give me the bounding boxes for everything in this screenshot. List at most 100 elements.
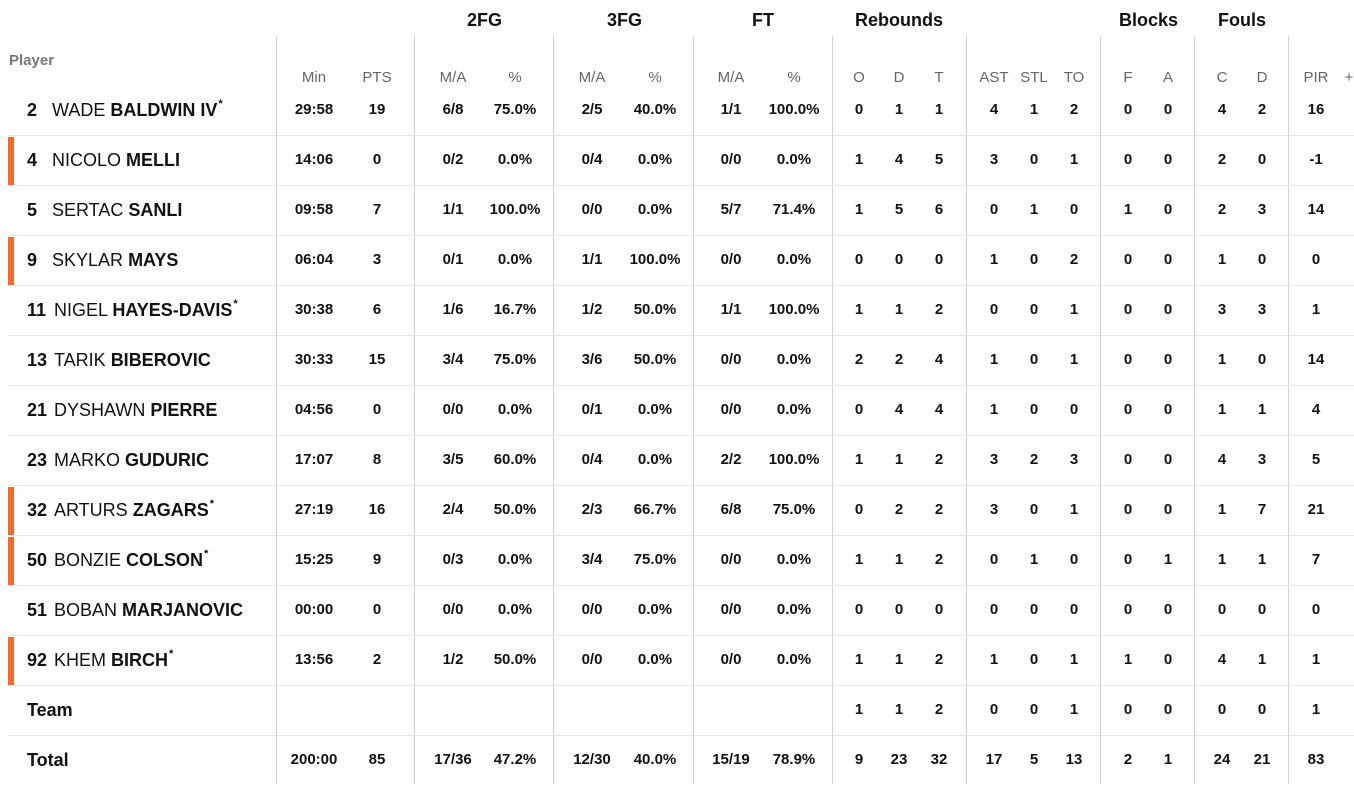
starter-star: * bbox=[204, 548, 209, 560]
starter-marker bbox=[8, 237, 14, 285]
stat-fg2-pct: 50.0% bbox=[493, 651, 537, 668]
stat-fg2-ma: 0/2 bbox=[442, 151, 464, 168]
stat-fg2-ma: 0/3 bbox=[442, 551, 464, 568]
player-first-name: BONZIE bbox=[54, 550, 122, 570]
stat-ft-ma: 6/8 bbox=[720, 501, 742, 518]
stat-blk-a: 0 bbox=[1163, 601, 1173, 618]
subheader-pts: PTS bbox=[362, 69, 392, 86]
stat-fg2-pct: 0.0% bbox=[497, 151, 533, 168]
player-name[interactable]: BONZIE COLSON* bbox=[54, 548, 209, 571]
stat-fg3-ma: 0/0 bbox=[581, 651, 603, 668]
player-row[interactable]: 51 BOBAN MARJANOVIC 00:00 0 0/0 0.0% 0/0 0.0% 0/… bbox=[8, 586, 1354, 636]
player-row[interactable]: 2 WADE BALDWIN IV* 29:58 19 6/8 75.0% 2/5 40.0%… bbox=[8, 86, 1354, 136]
stat-ast: 0 bbox=[989, 301, 999, 318]
stat-min: 04:56 bbox=[294, 401, 334, 418]
stat-foul-d: 1 bbox=[1257, 651, 1267, 668]
player-last-name: BALDWIN IV bbox=[110, 100, 218, 120]
player-last-name: SANLI bbox=[128, 200, 183, 220]
player-name[interactable]: WADE BALDWIN IV* bbox=[52, 98, 223, 121]
stat-fg3-pct: 50.0% bbox=[633, 301, 677, 318]
player-name[interactable]: TARIK BIBEROVIC bbox=[54, 350, 211, 371]
player-name[interactable]: ARTURS ZAGARS* bbox=[54, 498, 214, 521]
stat-fg3-ma: 1/2 bbox=[581, 301, 603, 318]
player-name[interactable]: SERTAC SANLI bbox=[52, 200, 182, 221]
player-last-name: MARJANOVIC bbox=[122, 600, 244, 620]
player-row[interactable]: 5 SERTAC SANLI 09:58 7 1/1 100.0% 0/0 0.0% 5/7 71… bbox=[8, 186, 1354, 236]
column-divider bbox=[1288, 36, 1289, 784]
stat-ast: 3 bbox=[989, 151, 999, 168]
player-last-name: PIERRE bbox=[150, 400, 218, 420]
stat-to: 3 bbox=[1069, 451, 1079, 468]
stat-fg2-ma: 0/0 bbox=[442, 401, 464, 418]
starter-star: * bbox=[209, 498, 214, 510]
player-row[interactable]: 92 KHEM BIRCH* 13:56 2 1/2 50.0% 0/0 0.0% 0/0 0.0… bbox=[8, 636, 1354, 686]
player-row[interactable]: 50 BONZIE COLSON* 15:25 9 0/3 0.0% 3/4 75.0% 0/0… bbox=[8, 536, 1354, 586]
player-name[interactable]: KHEM BIRCH* bbox=[54, 648, 173, 671]
subheader-min: Min bbox=[301, 69, 327, 86]
stat-foul-d: 0 bbox=[1257, 251, 1267, 268]
subheader-blk-a: A bbox=[1162, 69, 1173, 86]
player-last-name: MELLI bbox=[126, 150, 181, 170]
stat-fg3-pct: 0.0% bbox=[637, 451, 673, 468]
stat-ast: 1 bbox=[989, 351, 999, 368]
player-number: 92 bbox=[27, 650, 48, 670]
stat-fg3-pct: 0.0% bbox=[637, 201, 673, 218]
player-name[interactable]: MARKO GUDURIC bbox=[54, 450, 209, 471]
player-last-name: BIBEROVIC bbox=[110, 350, 211, 370]
stat-fg3-pct: 0.0% bbox=[637, 401, 673, 418]
player-name[interactable]: BOBAN MARJANOVIC bbox=[54, 600, 243, 621]
player-row[interactable]: 4 NICOLO MELLI 14:06 0 0/2 0.0% 0/4 0.0% 0/0 0.0%… bbox=[8, 136, 1354, 186]
stat-to: 0 bbox=[1069, 201, 1079, 218]
stat-reb-o: 0 bbox=[854, 401, 864, 418]
stat-fg2-ma: 1/1 bbox=[442, 201, 464, 218]
player-row[interactable]: 21 DYSHAWN PIERRE 04:56 0 0/0 0.0% 0/1 0.0% 0/0 0… bbox=[8, 386, 1354, 436]
player-name[interactable]: DYSHAWN PIERRE bbox=[54, 400, 217, 421]
starter-marker bbox=[8, 637, 14, 685]
subheader-plusminus: + bbox=[1344, 69, 1354, 86]
stat-reb-t: 2 bbox=[934, 451, 944, 468]
subheader-fg3-ma: M/A bbox=[578, 69, 606, 86]
stat-ft-ma: 2/2 bbox=[720, 451, 742, 468]
stat-blk-f: 0 bbox=[1123, 101, 1133, 118]
stat-ast: 17 bbox=[985, 751, 1003, 768]
stat-fg3-pct: 66.7% bbox=[633, 501, 677, 518]
stat-fg3-ma: 3/6 bbox=[581, 351, 603, 368]
player-last-name: BIRCH bbox=[111, 650, 169, 670]
stat-blk-a: 0 bbox=[1163, 701, 1173, 718]
subheader-fg2-pct: % bbox=[508, 69, 522, 86]
player-name[interactable]: NICOLO MELLI bbox=[52, 150, 180, 171]
total-label: Total bbox=[27, 750, 69, 770]
stat-reb-t: 2 bbox=[934, 651, 944, 668]
column-divider bbox=[1194, 36, 1195, 784]
stat-ft-pct: 0.0% bbox=[776, 551, 812, 568]
stat-fg2-pct: 47.2% bbox=[493, 751, 537, 768]
player-row[interactable]: 11 NIGEL HAYES-DAVIS* 30:38 6 1/6 16.7% 1/2 50.… bbox=[8, 286, 1354, 336]
stat-reb-t: 5 bbox=[934, 151, 944, 168]
stat-pts: 7 bbox=[372, 201, 382, 218]
subheader-foul-d: D bbox=[1256, 69, 1268, 86]
stat-stl: 2 bbox=[1029, 451, 1039, 468]
player-name[interactable]: NIGEL HAYES-DAVIS* bbox=[54, 298, 238, 321]
stat-reb-t: 6 bbox=[934, 201, 944, 218]
player-first-name: TARIK bbox=[54, 350, 106, 370]
stat-pts: 19 bbox=[368, 101, 386, 118]
stat-reb-d: 2 bbox=[894, 501, 904, 518]
stat-foul-c: 0 bbox=[1217, 701, 1227, 718]
stat-reb-t: 0 bbox=[934, 251, 944, 268]
subheader-foul-c: C bbox=[1216, 69, 1228, 86]
stat-ft-ma: 5/7 bbox=[720, 201, 742, 218]
subheader-fg3-pct: % bbox=[648, 69, 662, 86]
player-row[interactable]: 23 MARKO GUDURIC 17:07 8 3/5 60.0% 0/4 0.0% 2/2 1… bbox=[8, 436, 1354, 486]
player-row[interactable]: 9 SKYLAR MAYS 06:04 3 0/1 0.0% 1/1 100.0% 0/0 0.0… bbox=[8, 236, 1354, 286]
stat-reb-d: 1 bbox=[894, 101, 904, 118]
stat-foul-c: 24 bbox=[1213, 751, 1231, 768]
stat-blk-a: 0 bbox=[1163, 251, 1173, 268]
player-row[interactable]: 32 ARTURS ZAGARS* 27:19 16 2/4 50.0% 2/3 66.7% 6… bbox=[8, 486, 1354, 536]
stat-min: 13:56 bbox=[294, 651, 334, 668]
player-name[interactable]: SKYLAR MAYS bbox=[52, 250, 178, 271]
total-row: Total 200:00 85 17/36 47.2% 12/30 40.0% 15/19 78… bbox=[8, 736, 1354, 786]
subheader-reb-o: O bbox=[853, 69, 865, 86]
stat-ft-pct: 0.0% bbox=[776, 351, 812, 368]
player-last-name: HAYES-DAVIS bbox=[112, 300, 233, 320]
player-row[interactable]: 13 TARIK BIBEROVIC 30:33 15 3/4 75.0% 3/6 50.0%… bbox=[8, 336, 1354, 386]
